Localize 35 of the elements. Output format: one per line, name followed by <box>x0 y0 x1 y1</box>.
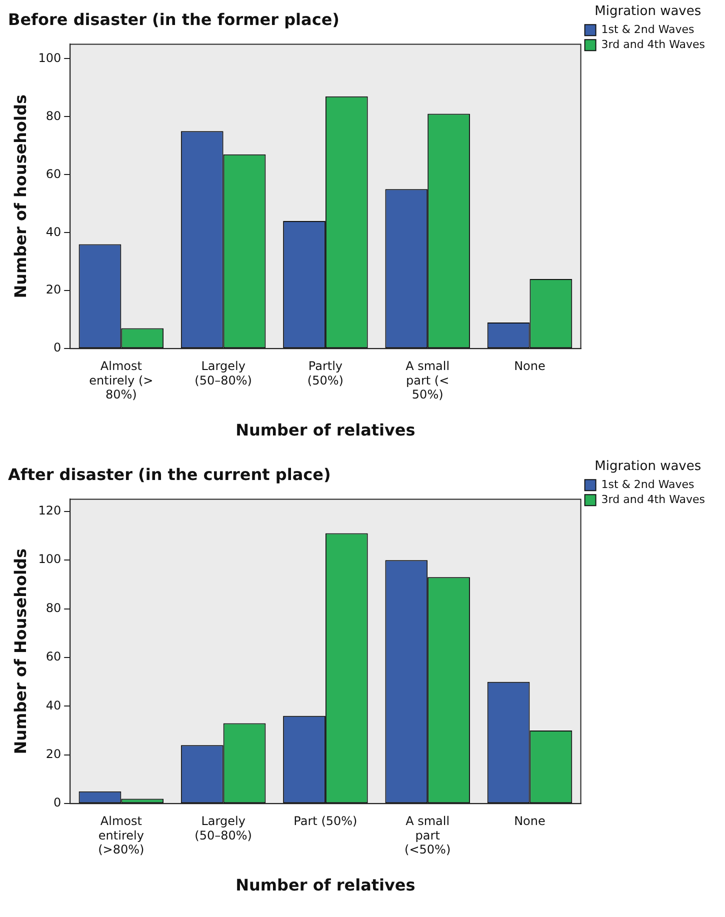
y-tick-label: 20 <box>46 747 62 762</box>
y-axis-title: Number of households <box>10 94 30 298</box>
chart-title: After disaster (in the current place) <box>8 464 331 484</box>
chart-title: Before disaster (in the former place) <box>8 10 340 29</box>
x-tick-label: Almost entirely (> 80%) <box>89 358 154 402</box>
x-tick-label: Largely (50–80%) <box>194 358 252 388</box>
y-tick-label: 120 <box>38 504 62 518</box>
legend-label: 3rd and 4th Waves <box>601 492 706 506</box>
y-tick-label: 0 <box>53 796 62 810</box>
x-axis-title: Number of relatives <box>236 420 416 440</box>
x-tick-label: None <box>514 814 546 828</box>
x-axis-title: Number of relatives <box>236 876 416 895</box>
x-tick-label: Largely (50–80%) <box>194 814 252 842</box>
y-tick-label: 40 <box>46 224 62 239</box>
legend-label: 3rd and 4th Waves <box>601 38 706 51</box>
x-tick-label: A small part (< 50%) <box>406 358 450 402</box>
y-axis-title: Number of Households <box>10 548 30 754</box>
x-tick-label: A small part (<50%) <box>404 814 451 857</box>
x-tick-label: Partly (50%) <box>307 358 344 388</box>
y-tick-label: 80 <box>46 108 62 123</box>
legend-label: 1st & 2nd Waves <box>601 22 695 36</box>
x-tick-label: Almost entirely (>80%) <box>98 814 144 857</box>
legend-label: 1st & 2nd Waves <box>601 478 695 491</box>
x-tick-label: None <box>514 358 546 373</box>
y-tick-label: 60 <box>46 166 62 181</box>
x-tick-label: Part (50%) <box>294 814 358 828</box>
y-tick-label: 100 <box>38 50 62 65</box>
legend-title: Migration waves <box>594 4 702 19</box>
y-tick-label: 20 <box>46 282 62 297</box>
y-tick-label: 40 <box>46 698 62 712</box>
legend-title: Migration waves <box>594 458 702 474</box>
y-tick-label: 100 <box>38 552 62 566</box>
y-tick-label: 60 <box>46 650 62 664</box>
y-tick-label: 80 <box>46 600 62 615</box>
y-tick-label: 0 <box>53 340 62 355</box>
